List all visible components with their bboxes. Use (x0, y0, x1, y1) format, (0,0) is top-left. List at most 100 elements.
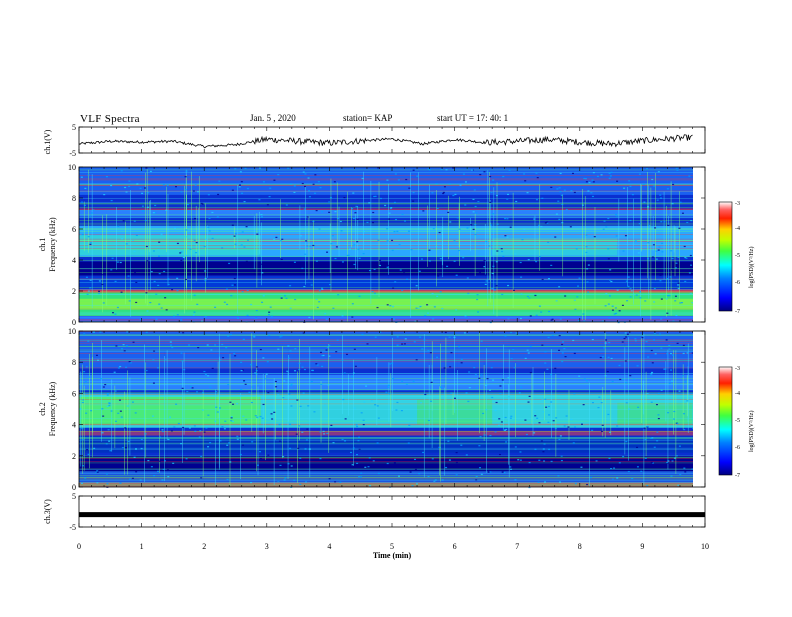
spectro-pixel (561, 222, 564, 224)
spectro-pixel (536, 177, 539, 179)
spectro-pixel (280, 335, 283, 337)
spectro-pixel (109, 450, 112, 452)
cb2-tick: -6 (735, 445, 740, 451)
spectro-pixel (321, 287, 324, 289)
spectro-pixel (244, 167, 247, 170)
spectro-pixel (209, 442, 212, 444)
spectro-pixel (173, 426, 176, 428)
spectro-pixel (167, 438, 170, 441)
spectro-pixel (186, 391, 189, 393)
spectro-pixel (176, 277, 179, 279)
spectro-pixel (507, 396, 510, 398)
spectro-pixel (621, 304, 624, 306)
spectro-pixel (96, 482, 99, 484)
spectro-pixel (136, 183, 139, 185)
spectro-pixel (80, 176, 83, 178)
spectro-pixel (356, 462, 359, 464)
spectro-pixel (460, 362, 463, 364)
spectro-pixel (570, 189, 573, 192)
spectro-pixel (614, 307, 617, 309)
spectro-pixel (607, 303, 610, 305)
spectro-pixel (133, 456, 136, 458)
spectro-pixel (545, 406, 548, 408)
spectro-pixel (223, 301, 226, 303)
spectro-pixel (296, 399, 299, 401)
spectro-pixel (615, 235, 618, 237)
spectro-pixel (328, 201, 331, 203)
spectro-pixel (651, 256, 654, 258)
spectro-pixel (479, 174, 482, 176)
spectro-pixel (608, 431, 611, 433)
spectro-pixel (557, 200, 560, 202)
spectro-pixel (524, 419, 527, 421)
spectro-pixel (396, 401, 399, 404)
spectro-pixel (550, 374, 553, 376)
spectro-pixel (654, 353, 657, 355)
spectro-pixel (391, 239, 394, 242)
spectro-pixel (497, 424, 500, 426)
spectro-pixel (146, 260, 149, 262)
spectro-pixel (308, 448, 311, 450)
spectro-pixel (541, 399, 544, 401)
spectro-pixel (240, 370, 243, 372)
spectro-pixel (506, 236, 509, 238)
spectro-pixel (127, 275, 130, 277)
spectro-pixel (406, 278, 409, 280)
spectro-pixel (490, 367, 493, 369)
spectro-pixel (329, 196, 332, 199)
spectro-pixel (503, 471, 506, 474)
spectro-pixel (275, 386, 278, 388)
spectro-pixel (561, 360, 564, 363)
spectro-pixel (108, 402, 111, 405)
spectro-pixel (473, 189, 476, 191)
spectro-pixel (623, 337, 626, 340)
spectro-pixel (431, 192, 434, 194)
spectro-pixel (592, 181, 595, 183)
spectro-pixel (124, 427, 127, 429)
spectro-pixel (240, 181, 243, 183)
spectro-pixel (543, 460, 546, 462)
spectro-pixel (352, 372, 355, 374)
spectro-pixel (307, 177, 310, 179)
spectro-pixel (485, 240, 488, 242)
spectro-pixel (121, 447, 124, 449)
spectro-pixel (519, 317, 522, 320)
spectro-pixel (250, 303, 253, 306)
spectro-pixel (149, 301, 152, 304)
spectro-pixel (534, 294, 537, 297)
spectro-pixel (563, 348, 566, 350)
spectro-pixel (261, 263, 264, 265)
spectro-pixel (139, 318, 142, 321)
spectro-pixel (528, 462, 531, 464)
spectro-pixel (618, 462, 621, 464)
spectro-pixel (230, 416, 233, 418)
spectro-pixel (363, 230, 366, 233)
spectro-pixel (634, 340, 637, 342)
cb2-tick: -5 (735, 418, 740, 424)
spectro-pixel (201, 409, 204, 411)
spectro-pixel (682, 352, 685, 355)
spectro-pixel (135, 281, 138, 284)
spectro-pixel (585, 246, 588, 248)
spectro-pixel (230, 420, 233, 422)
spectro-pixel (676, 422, 679, 425)
spectro-pixel (325, 349, 328, 351)
spectro-pixel (431, 458, 434, 460)
spectro-pixel (95, 354, 98, 356)
spectro-pixel (341, 315, 344, 317)
spectro-pixel (240, 361, 243, 363)
spectro-pixel (315, 209, 318, 212)
spectro-pixel (297, 447, 300, 449)
spectro-pixel (448, 183, 451, 185)
spectro-pixel (310, 284, 313, 286)
spectro-pixel (667, 412, 670, 414)
spectro-pixel (504, 416, 507, 419)
spectro-pixel (191, 387, 194, 389)
spectro-pixel (290, 405, 293, 407)
spectro-pixel (502, 255, 505, 258)
spectro-pixel (106, 405, 109, 408)
spectro-pixel (635, 294, 638, 296)
spectro-pixel (387, 218, 390, 220)
spectro-pixel (644, 457, 647, 459)
spectro-pixel (480, 473, 483, 475)
